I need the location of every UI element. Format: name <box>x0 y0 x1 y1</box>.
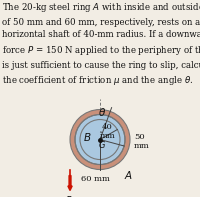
Text: 40
mm: 40 mm <box>100 123 115 140</box>
Text: $B$: $B$ <box>83 131 92 143</box>
FancyArrow shape <box>68 176 72 190</box>
Circle shape <box>80 120 120 160</box>
Circle shape <box>70 110 130 169</box>
Circle shape <box>75 114 125 164</box>
Text: 50
mm: 50 mm <box>134 133 150 150</box>
Text: $P$: $P$ <box>65 193 72 197</box>
Text: $\theta$: $\theta$ <box>98 106 106 118</box>
Text: 60 mm: 60 mm <box>81 175 109 182</box>
Text: $A$: $A$ <box>124 168 132 180</box>
Text: $G$: $G$ <box>98 138 106 150</box>
Text: The 20-kg steel ring $A$ with inside and outside radii
of 50 mm and 60 mm, respe: The 20-kg steel ring $A$ with inside and… <box>2 1 200 87</box>
